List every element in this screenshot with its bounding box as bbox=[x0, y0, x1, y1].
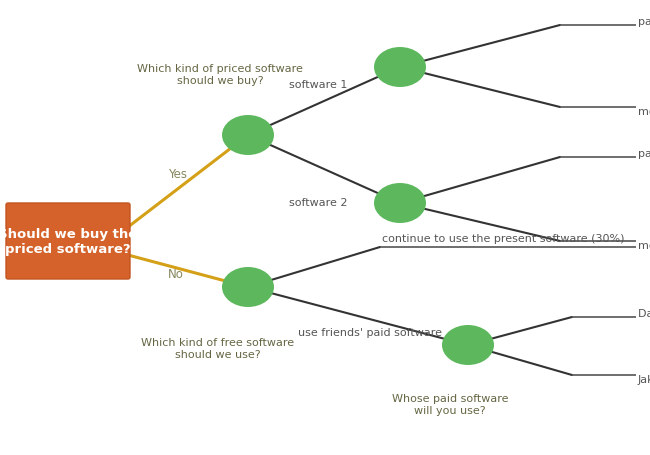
Text: payment in full (70%): payment in full (70%) bbox=[638, 17, 650, 27]
Ellipse shape bbox=[374, 184, 426, 223]
Text: Should we buy the
priced software?: Should we buy the priced software? bbox=[0, 228, 138, 255]
Text: software 1: software 1 bbox=[289, 80, 347, 90]
Text: Which kind of free software
should we use?: Which kind of free software should we us… bbox=[142, 337, 294, 359]
Text: monthly payment (30%): monthly payment (30%) bbox=[638, 241, 650, 250]
Ellipse shape bbox=[222, 268, 274, 307]
Text: Whose paid software
will you use?: Whose paid software will you use? bbox=[392, 393, 508, 415]
Text: No: No bbox=[168, 267, 184, 280]
Text: continue to use the present software (30%): continue to use the present software (30… bbox=[382, 233, 625, 243]
Text: Yes: Yes bbox=[168, 167, 187, 180]
FancyBboxPatch shape bbox=[6, 203, 130, 279]
Text: use friends' paid software: use friends' paid software bbox=[298, 327, 442, 337]
Text: Jake's (25%): Jake's (25%) bbox=[638, 374, 650, 384]
Text: monthly payment (30%): monthly payment (30%) bbox=[638, 107, 650, 117]
Text: Which kind of priced software
should we buy?: Which kind of priced software should we … bbox=[137, 64, 303, 86]
Text: David's (75%): David's (75%) bbox=[638, 308, 650, 318]
Ellipse shape bbox=[442, 325, 494, 365]
Text: software 2: software 2 bbox=[289, 197, 347, 207]
Ellipse shape bbox=[374, 48, 426, 88]
Ellipse shape bbox=[222, 116, 274, 156]
Text: payment in full (70%): payment in full (70%) bbox=[638, 149, 650, 159]
